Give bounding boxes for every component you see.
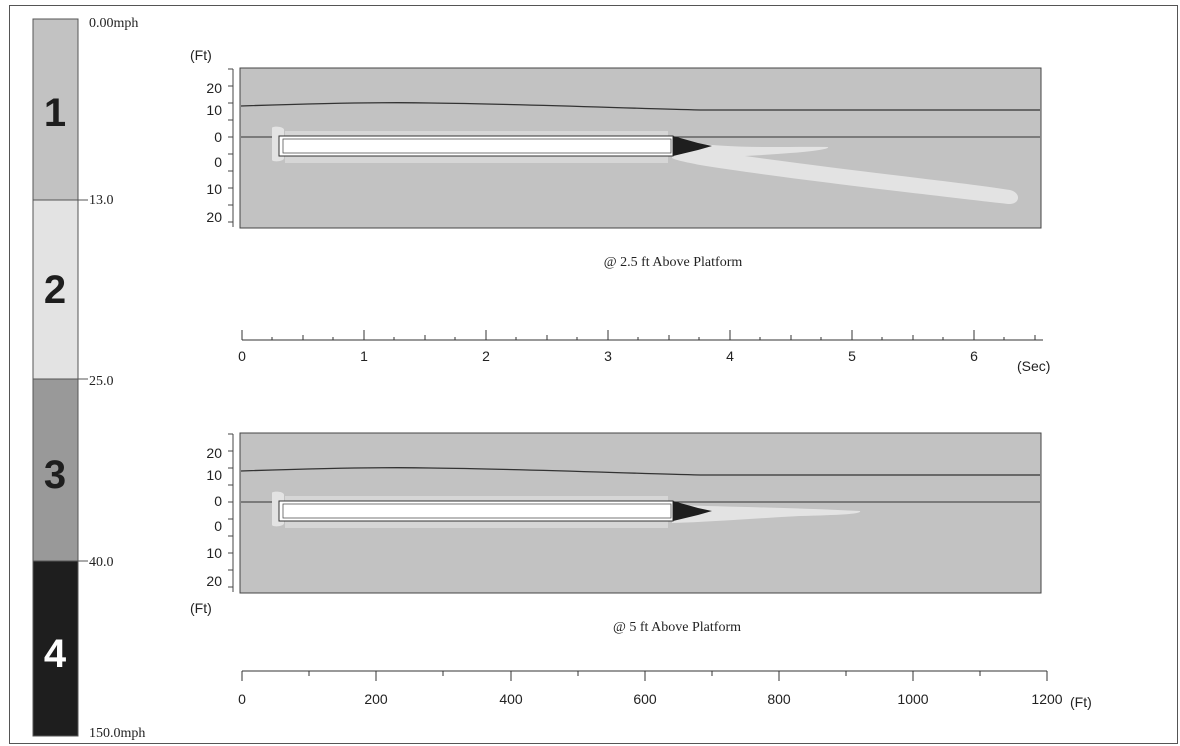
legend-band-4 [32, 560, 79, 737]
panel-bottom-ytick-5: 20 [206, 573, 222, 589]
time-tick-0: 0 [238, 348, 246, 364]
distance-tick-4: 800 [767, 691, 791, 707]
panel-top-caption: @ 2.5 ft Above Platform [604, 255, 743, 270]
panel-bottom-ytick-0: 20 [206, 445, 222, 461]
panel-top-tail-wake [672, 140, 1019, 205]
legend-band-3 [32, 378, 79, 562]
legend-threshold-0: 0.00mph [89, 16, 138, 31]
panel-top-train-nose [673, 136, 712, 156]
panel-bottom-ytick-2: 0 [214, 493, 222, 509]
time-tick-5: 5 [848, 348, 856, 364]
panel-top-ytick-5: 20 [206, 209, 222, 225]
legend-threshold-2: 25.0 [89, 374, 114, 389]
panel-top-ytick-2: 0 [214, 129, 222, 145]
panel-top-unit-label: (Ft) [190, 47, 212, 63]
panel-top-ytick-3: 0 [214, 154, 222, 170]
velocity-legend: 1 2 3 4 0.00mph 13.0 25.0 40.0 150.0mph [32, 16, 145, 741]
distance-tick-5: 1000 [897, 691, 928, 707]
time-axis-unit: (Sec) [1017, 358, 1050, 374]
panel-bottom-unit-label: (Ft) [190, 600, 212, 616]
panel-top-ytick-0: 20 [206, 80, 222, 96]
panel-bottom-ytick-4: 10 [206, 545, 222, 561]
time-tick-3: 3 [604, 348, 612, 364]
distance-tick-3: 600 [633, 691, 657, 707]
legend-threshold-4: 150.0mph [89, 726, 145, 741]
panel-top-ytick-4: 10 [206, 181, 222, 197]
legend-band-3-label: 3 [44, 453, 66, 497]
distance-tick-0: 0 [238, 691, 246, 707]
panel-bottom-ytick-1: 10 [206, 467, 222, 483]
panel-top: (Ft) 20 10 0 0 10 20 [190, 47, 1042, 270]
legend-band-1-label: 1 [44, 91, 66, 135]
time-tick-6: 6 [970, 348, 978, 364]
distance-tick-6: 1200 [1031, 691, 1062, 707]
figure-frame [9, 5, 1178, 744]
distance-tick-2: 400 [499, 691, 523, 707]
panel-top-ytick-1: 10 [206, 102, 222, 118]
legend-band-2-label: 2 [44, 268, 66, 312]
distance-axis: 0 200 400 600 800 1000 1200 (Ft) [238, 670, 1092, 710]
distance-axis-unit: (Ft) [1070, 694, 1092, 710]
legend-band-4-label: 4 [44, 632, 67, 676]
time-tick-1: 1 [360, 348, 368, 364]
legend-threshold-1: 13.0 [89, 193, 114, 208]
time-tick-2: 2 [482, 348, 490, 364]
panel-bottom-ytick-3: 0 [214, 518, 222, 534]
legend-threshold-3: 40.0 [89, 555, 114, 570]
time-axis: 0 1 2 3 4 5 6 (Sec) [238, 330, 1050, 374]
panel-bottom-train-nose [673, 501, 712, 521]
panel-bottom-tail-wake [672, 505, 861, 523]
legend-band-2 [32, 199, 79, 380]
panel-bottom: 20 10 0 0 10 20 (Ft) @ 5 ft Above Platfo… [190, 432, 1042, 635]
time-tick-4: 4 [726, 348, 734, 364]
panel-bottom-caption: @ 5 ft Above Platform [613, 620, 741, 635]
distance-tick-1: 200 [364, 691, 388, 707]
